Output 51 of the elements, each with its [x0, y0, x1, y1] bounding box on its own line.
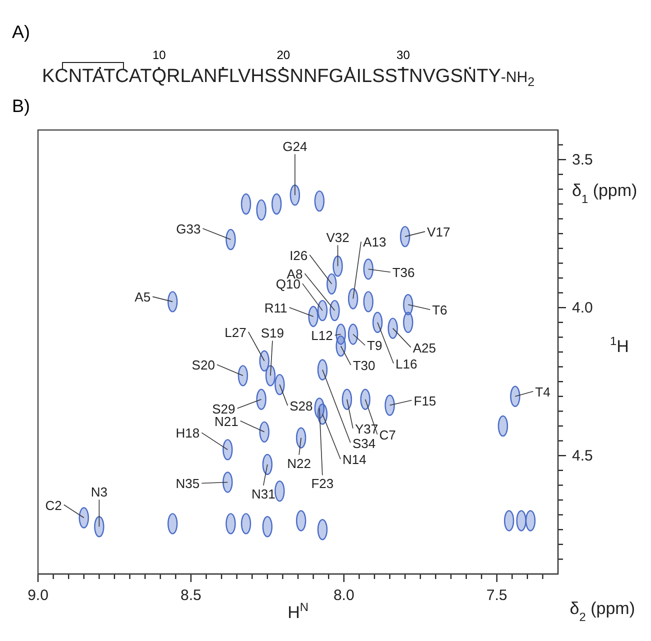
annotation: C2: [45, 498, 62, 513]
annotation: N21: [214, 414, 238, 429]
text: δ$_{2}$ (ppm): [570, 599, 635, 624]
annotation: N22: [287, 456, 311, 471]
annotation: N14: [342, 452, 366, 468]
y-tick-label: 3.5: [572, 152, 593, 169]
text: 30: [396, 48, 410, 62]
text: 10: [152, 48, 166, 62]
x-tick-label: 9.0: [28, 587, 48, 604]
x-axis-title: H$^{N}$: [288, 600, 308, 622]
annotation: H18: [176, 426, 200, 441]
annotation: F15: [414, 393, 436, 408]
annotation: T30: [352, 358, 376, 374]
annotation: V32: [326, 230, 350, 246]
annotation: N35: [176, 476, 200, 492]
y-tick-label: 4.0: [572, 300, 593, 317]
annotation: S29: [212, 401, 236, 416]
annotation: R11: [264, 300, 288, 316]
annotation: C7: [379, 427, 396, 442]
annotation: T9: [367, 338, 382, 354]
x-tick-label: 8.0: [333, 587, 354, 604]
annotation: S20: [192, 358, 215, 373]
x-tick-label: 8.5: [180, 587, 202, 604]
x-tick-label: 7.5: [486, 587, 508, 604]
annotation: L27: [224, 324, 246, 340]
annotation: S28: [290, 398, 313, 414]
annotation: A5: [134, 290, 151, 305]
text: 20: [276, 48, 290, 62]
annotation: A25: [412, 340, 436, 356]
text: B): [12, 96, 30, 117]
text: δ$_{1}$ (ppm): [572, 181, 638, 206]
annotation: N31: [251, 486, 276, 502]
y-axis-title: $^{1}$H: [610, 334, 629, 356]
annotation: I26: [290, 248, 308, 263]
annotation: G33: [176, 222, 201, 237]
annotation: V17: [427, 224, 450, 240]
y-tick-label: 4.5: [572, 448, 593, 465]
text: -NH$_{2}$: [500, 69, 535, 89]
annotation: G24: [282, 139, 308, 154]
annotation: N3: [90, 484, 108, 500]
text: A): [12, 22, 30, 43]
annotation: T6: [432, 302, 448, 318]
annotation: F23: [311, 476, 334, 492]
annotation: S19: [260, 326, 284, 341]
text: KCNTATCATQRLANFLVHSSNNFGAILSSTNVGSNTY: [42, 66, 501, 87]
annotation: S34: [352, 436, 376, 451]
annotation: T4: [535, 384, 550, 400]
annotation: L16: [396, 356, 418, 372]
annotation: A13: [363, 234, 386, 250]
annotation: L12: [311, 328, 333, 344]
annotation: T36: [392, 265, 415, 280]
